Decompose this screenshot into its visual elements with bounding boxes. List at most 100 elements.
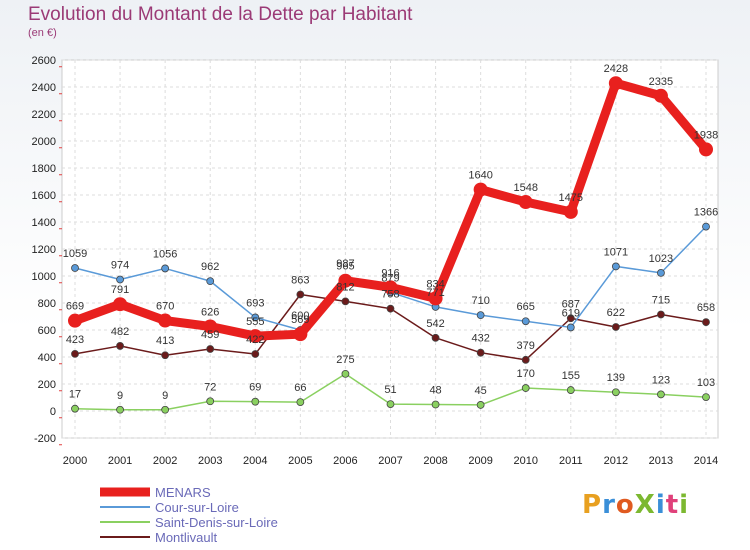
data-point xyxy=(657,390,665,399)
data-label: 670 xyxy=(156,301,174,313)
data-point xyxy=(386,304,395,313)
data-label: 1071 xyxy=(604,246,628,258)
data-point xyxy=(657,310,665,319)
data-point xyxy=(161,405,170,414)
data-label: 974 xyxy=(111,260,129,272)
data-label: 812 xyxy=(336,281,354,293)
data-label: 139 xyxy=(607,372,625,384)
data-point xyxy=(476,311,485,320)
data-point xyxy=(386,400,395,409)
data-label: 1023 xyxy=(649,253,673,265)
data-label: 1548 xyxy=(513,182,537,194)
data-point xyxy=(248,329,263,344)
x-tick-label: 2012 xyxy=(604,455,628,467)
y-tick-label: -200 xyxy=(34,433,56,445)
data-label: 962 xyxy=(201,261,219,273)
data-label: 432 xyxy=(471,333,489,345)
data-point xyxy=(563,204,578,219)
legend-label: Montlivault xyxy=(155,530,218,545)
data-point xyxy=(296,290,305,299)
chart-subtitle: (en €) xyxy=(28,27,57,39)
x-tick-label: 2002 xyxy=(153,455,177,467)
x-tick-label: 2007 xyxy=(378,455,402,467)
data-point xyxy=(116,275,124,284)
data-point xyxy=(699,142,713,157)
data-point xyxy=(566,314,575,323)
data-point xyxy=(657,268,665,277)
data-label: 791 xyxy=(111,284,129,296)
data-label: 51 xyxy=(384,384,396,396)
data-point xyxy=(338,273,353,288)
data-point xyxy=(68,313,82,328)
data-point xyxy=(431,400,440,409)
y-tick-label: 1600 xyxy=(32,190,56,202)
data-label: 916 xyxy=(381,267,399,279)
data-label: 72 xyxy=(204,381,216,393)
data-point xyxy=(116,342,124,350)
data-point xyxy=(521,317,530,326)
data-label: 693 xyxy=(246,297,264,309)
data-label: 155 xyxy=(562,370,580,382)
data-label: 413 xyxy=(156,335,174,347)
data-label: 687 xyxy=(562,298,580,310)
data-label: 710 xyxy=(471,295,489,307)
data-point xyxy=(206,397,215,406)
data-label: 170 xyxy=(517,368,535,380)
data-point xyxy=(611,323,620,331)
data-label: 600 xyxy=(291,310,309,322)
data-point xyxy=(473,182,488,197)
data-point xyxy=(71,404,79,413)
x-tick-label: 2008 xyxy=(423,455,447,467)
data-label: 69 xyxy=(249,382,261,394)
data-point xyxy=(702,393,710,401)
data-point xyxy=(251,350,260,358)
data-point xyxy=(476,348,485,357)
data-point xyxy=(518,195,533,210)
x-tick-label: 2000 xyxy=(63,455,87,467)
data-point xyxy=(161,351,170,360)
x-tick-label: 2011 xyxy=(559,455,583,467)
data-label: 965 xyxy=(336,261,354,273)
data-label: 48 xyxy=(429,385,441,397)
data-label: 9 xyxy=(162,390,168,402)
data-label: 987 xyxy=(336,258,354,270)
data-label: 1059 xyxy=(63,248,87,260)
data-point xyxy=(116,405,124,414)
x-tick-label: 2003 xyxy=(198,455,222,467)
data-point xyxy=(608,76,623,91)
data-point xyxy=(566,386,575,394)
data-point xyxy=(476,401,485,409)
x-tick-label: 2009 xyxy=(468,455,492,467)
data-point xyxy=(521,355,530,364)
data-point xyxy=(611,388,620,397)
data-point xyxy=(161,264,170,273)
data-label: 669 xyxy=(66,301,84,313)
data-label: 863 xyxy=(291,274,309,286)
y-tick-label: 400 xyxy=(38,352,56,364)
data-point xyxy=(251,313,260,322)
data-label: 9 xyxy=(117,390,123,402)
data-label: 123 xyxy=(652,374,670,386)
legend-label: Cour-sur-Loire xyxy=(155,500,239,515)
x-tick-label: 2006 xyxy=(333,455,357,467)
data-label: 1938 xyxy=(694,129,718,141)
data-point xyxy=(341,369,350,378)
data-label: 459 xyxy=(201,329,219,341)
y-tick-label: 600 xyxy=(38,325,56,337)
data-label: 542 xyxy=(426,318,444,330)
data-label: 103 xyxy=(697,377,715,389)
data-label: 1640 xyxy=(468,170,492,182)
data-point xyxy=(293,327,308,342)
data-point xyxy=(203,319,218,334)
data-point xyxy=(71,264,79,272)
x-tick-label: 2005 xyxy=(288,455,312,467)
data-point xyxy=(702,318,710,327)
x-tick-label: 2004 xyxy=(243,455,267,467)
data-label: 1366 xyxy=(694,207,718,219)
data-label: 879 xyxy=(381,272,399,284)
data-point xyxy=(113,297,128,312)
data-label: 482 xyxy=(111,326,129,338)
y-tick-label: 1200 xyxy=(32,244,56,256)
